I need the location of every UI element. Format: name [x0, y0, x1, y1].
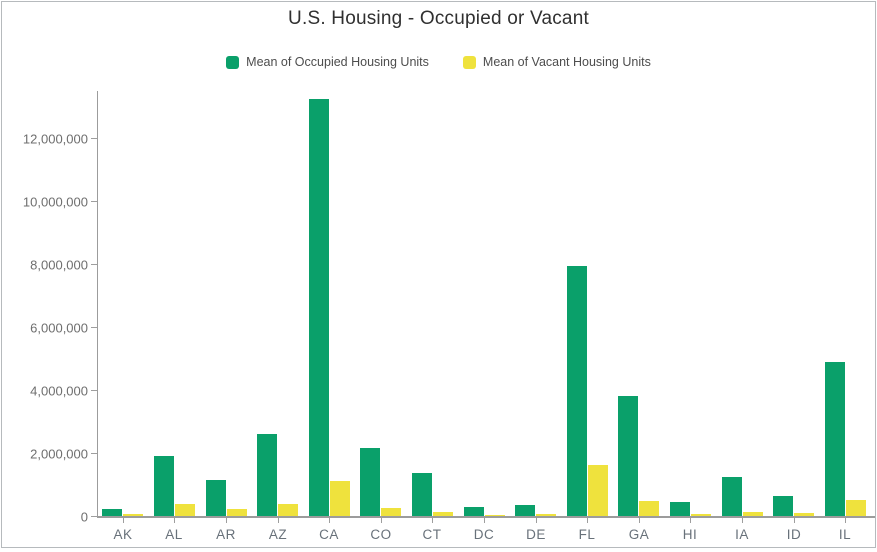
x-axis-tick-AL [174, 518, 175, 523]
bar-occupied-FL[interactable] [567, 266, 587, 516]
bar-vacant-AZ[interactable] [278, 504, 298, 516]
x-axis-label-DC: DC [473, 527, 495, 542]
y-axis-line [97, 91, 98, 518]
x-axis-label-GA: GA [628, 527, 650, 542]
bar-vacant-CT[interactable] [433, 512, 453, 516]
y-axis-tick [91, 201, 97, 202]
y-axis-tick [91, 516, 97, 517]
legend-entry-vacant-label: Mean of Vacant Housing Units [482, 55, 651, 69]
y-axis-label-8000000: 8,000,000 [30, 257, 88, 273]
y-axis-label-2000000: 2,000,000 [30, 446, 88, 462]
x-axis-label-IL: IL [838, 527, 852, 542]
y-axis-label-0: 0 [80, 509, 88, 525]
bar-occupied-GA[interactable] [618, 396, 638, 516]
bar-occupied-AZ[interactable] [257, 434, 277, 516]
x-axis-tick-IL [845, 518, 846, 523]
y-axis-label-6000000: 6,000,000 [30, 320, 88, 336]
legend-entry-occupied[interactable]: Mean of Occupied Housing Units [226, 55, 429, 69]
bar-occupied-AL[interactable] [154, 456, 174, 516]
bar-occupied-DE[interactable] [515, 505, 535, 516]
bar-vacant-CA[interactable] [330, 481, 350, 516]
bar-vacant-FL[interactable] [588, 465, 608, 516]
x-axis-tick-HI [690, 518, 691, 523]
bar-occupied-IL[interactable] [825, 362, 845, 516]
x-axis-label-FL: FL [578, 527, 596, 542]
bar-occupied-AR[interactable] [206, 480, 226, 516]
x-axis-label-IA: IA [735, 527, 749, 542]
x-axis-label-AL: AL [165, 527, 183, 542]
x-axis-tick-FL [587, 518, 588, 523]
bar-occupied-ID[interactable] [773, 496, 793, 516]
bar-vacant-IL[interactable] [846, 500, 866, 516]
y-axis-tick [91, 138, 97, 139]
legend-entry-occupied-label: Mean of Occupied Housing Units [246, 55, 429, 69]
x-axis-label-AZ: AZ [268, 527, 288, 542]
bar-vacant-DC[interactable] [485, 515, 505, 516]
bar-occupied-AK[interactable] [102, 509, 122, 516]
x-axis-tick-ID [794, 518, 795, 523]
x-axis-tick-AK [123, 518, 124, 523]
bar-occupied-CO[interactable] [360, 448, 380, 516]
x-axis-tick-CT [432, 518, 433, 523]
bar-vacant-ID[interactable] [794, 513, 814, 516]
x-axis-tick-CA [329, 518, 330, 523]
bar-occupied-IA[interactable] [722, 477, 742, 516]
x-axis-tick-AZ [278, 518, 279, 523]
x-axis-line [97, 516, 875, 518]
bar-vacant-GA[interactable] [639, 501, 659, 516]
y-axis-tick [91, 264, 97, 265]
y-axis-label-12000000: 12,000,000 [22, 131, 88, 147]
x-axis-label-CT: CT [422, 527, 442, 542]
chart-legend: Mean of Occupied Housing Units Mean of V… [2, 55, 875, 69]
bar-vacant-DE[interactable] [536, 514, 556, 516]
x-axis-tick-IA [742, 518, 743, 523]
bar-vacant-HI[interactable] [691, 514, 711, 516]
x-axis-label-AK: AK [113, 527, 133, 542]
bar-occupied-CA[interactable] [309, 99, 329, 516]
x-axis-label-ID: ID [786, 527, 802, 542]
x-axis-label-CA: CA [319, 527, 339, 542]
bar-vacant-IA[interactable] [743, 512, 763, 516]
chart-title: U.S. Housing - Occupied or Vacant [288, 8, 589, 29]
bar-vacant-AK[interactable] [123, 514, 143, 516]
bar-vacant-AL[interactable] [175, 504, 195, 516]
y-axis-tick [91, 327, 97, 328]
y-axis-tick [91, 390, 97, 391]
y-axis-label-10000000: 10,000,000 [22, 194, 88, 210]
x-axis-tick-AR [226, 518, 227, 523]
x-axis-tick-DE [536, 518, 537, 523]
bar-vacant-CO[interactable] [381, 508, 401, 516]
bar-occupied-HI[interactable] [670, 502, 690, 516]
x-axis-label-DE: DE [526, 527, 546, 542]
occupied-series-swatch-icon [226, 55, 240, 69]
bar-occupied-CT[interactable] [412, 473, 432, 516]
legend-entry-vacant[interactable]: Mean of Vacant Housing Units [462, 55, 651, 69]
x-axis-label-HI: HI [682, 527, 698, 542]
x-axis-tick-GA [639, 518, 640, 523]
x-axis-tick-DC [484, 518, 485, 523]
bar-occupied-DC[interactable] [464, 507, 484, 516]
vacant-series-swatch-icon [462, 55, 476, 69]
y-axis-tick [91, 453, 97, 454]
x-axis-label-AR: AR [216, 527, 236, 542]
bar-vacant-AR[interactable] [227, 509, 247, 516]
x-axis-tick-CO [381, 518, 382, 523]
x-axis-label-CO: CO [370, 527, 392, 542]
y-axis-label-4000000: 4,000,000 [30, 383, 88, 399]
